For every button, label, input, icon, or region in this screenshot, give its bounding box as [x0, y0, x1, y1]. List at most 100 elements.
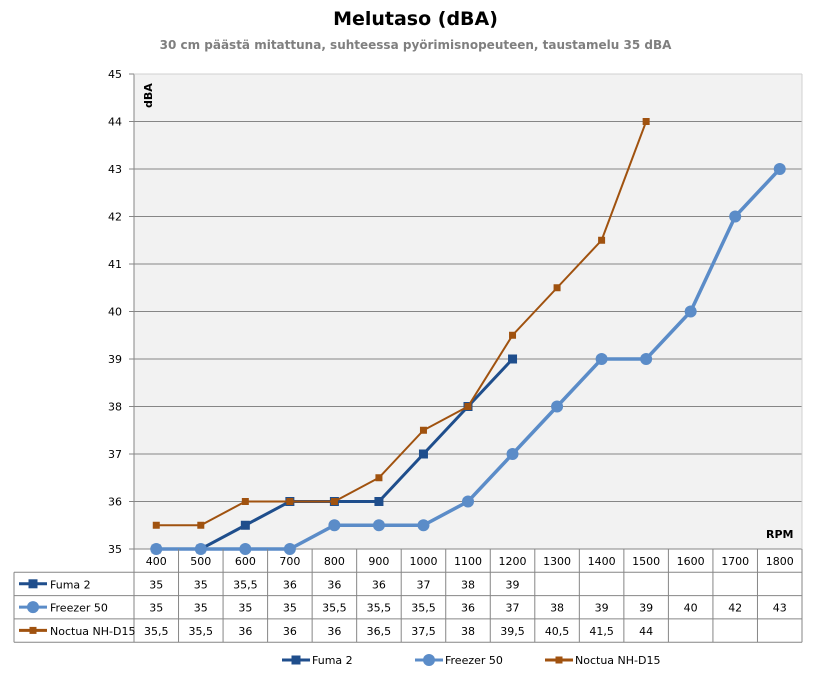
table-cell: 36 [372, 578, 386, 591]
data-point [462, 495, 474, 508]
legend-item: Fuma 2 [282, 654, 353, 667]
table-header-cell: 600 [235, 555, 256, 568]
y-tick-label: 37 [108, 448, 122, 461]
table-header-cell: 700 [279, 555, 300, 568]
table-cell: 35 [149, 602, 163, 615]
y-tick-label: 40 [108, 306, 122, 319]
legend-label: Noctua NH-D15 [575, 654, 660, 667]
table-cell: 37 [506, 602, 520, 615]
table-cell: 39 [595, 602, 609, 615]
table-cell: 35 [149, 578, 163, 591]
legend-item: Freezer 50 [415, 654, 503, 667]
data-point [684, 305, 697, 318]
table-cell: 38 [550, 602, 564, 615]
table-header-cell: 800 [324, 555, 345, 568]
table-cell: 40,5 [545, 625, 570, 638]
table-header-cell: 1500 [632, 555, 660, 568]
y-tick-label: 41 [108, 258, 122, 271]
data-point [417, 519, 430, 532]
data-point [374, 497, 384, 506]
chart-subtitle: 30 cm päästä mitattuna, suhteessa pyörim… [159, 38, 672, 52]
table-header-cell: 1600 [677, 555, 705, 568]
data-point [773, 163, 786, 175]
data-point [506, 448, 519, 460]
table-cell: 35 [194, 602, 208, 615]
table-header-cell: 900 [368, 555, 389, 568]
data-point [375, 474, 383, 482]
legend-key-marker [423, 654, 435, 666]
table-cell: 36 [283, 578, 297, 591]
data-point [328, 519, 341, 532]
data-point [194, 543, 207, 555]
data-point [509, 331, 517, 339]
legend-key-marker [28, 579, 38, 589]
y-tick-label: 42 [108, 211, 122, 224]
table-cell: 39 [639, 602, 653, 615]
legend-key-marker [291, 655, 301, 665]
y-tick-label: 36 [108, 496, 122, 509]
y-tick-label: 38 [108, 401, 122, 414]
table-header-cell: 500 [190, 555, 211, 568]
legend-label: Fuma 2 [312, 654, 353, 667]
legend-key-marker [27, 601, 39, 614]
data-point [551, 400, 564, 413]
table-row-label: Noctua NH-D15 [50, 625, 135, 638]
table-cell: 35 [283, 602, 297, 615]
data-point [640, 353, 653, 365]
data-point [553, 284, 561, 292]
table-cell: 35,5 [322, 602, 347, 615]
data-point [598, 236, 606, 244]
legend-key-marker [29, 626, 37, 634]
data-table: 400 500 600 700 800 900 1000 1100 1200 1300 1400 15… [13, 549, 803, 643]
table-cell: 35,5 [367, 602, 392, 615]
table-legend-key [19, 626, 47, 634]
legend: Fuma 2 Freezer 50 Noctua NH-D15 [282, 654, 660, 667]
series-layer [150, 118, 786, 555]
table-cell: 36 [327, 578, 341, 591]
table-header-cell: 1300 [543, 555, 571, 568]
table-cell: 44 [639, 625, 653, 638]
data-point [372, 519, 385, 532]
table-cell: 35 [194, 578, 208, 591]
data-point [508, 354, 518, 364]
table-cell: 36 [327, 625, 341, 638]
table-cell: 36,5 [367, 625, 392, 638]
data-point [419, 426, 427, 434]
table-cell: 35,5 [189, 625, 214, 638]
data-point [241, 498, 249, 505]
table-cell: 37 [416, 578, 430, 591]
data-point [283, 543, 296, 555]
table-cell: 35 [238, 602, 252, 615]
table-header-cell: 1100 [454, 555, 482, 568]
x-axis-label: RPM [766, 528, 793, 541]
data-point [286, 498, 294, 505]
y-axis: 35 36 37 38 39 40 41 42 43 44 45 [108, 68, 803, 556]
data-point [330, 498, 338, 505]
table-header-cell: 1400 [588, 555, 616, 568]
table-cell: 41,5 [589, 625, 614, 638]
table-header-cell: 1700 [721, 555, 749, 568]
table-row-label: Fuma 2 [50, 578, 91, 591]
table-cell: 43 [773, 602, 787, 615]
table-cell: 35,5 [144, 625, 169, 638]
table-cell: 42 [728, 602, 742, 615]
table-cell: 40 [684, 602, 698, 615]
data-point [418, 449, 428, 459]
y-tick-label: 35 [108, 543, 122, 556]
table-legend-key [19, 579, 47, 589]
y-tick-label: 39 [108, 353, 122, 366]
series-noctua-nh-d15 [152, 118, 650, 529]
series-line [156, 121, 648, 527]
table-cell: 36 [461, 602, 475, 615]
data-point [729, 210, 742, 223]
data-point [239, 543, 252, 555]
data-point [197, 521, 205, 529]
legend-item: Noctua NH-D15 [545, 654, 660, 667]
data-point [240, 520, 250, 530]
table-header-cell: 1800 [766, 555, 794, 568]
table-header-cell: 1000 [409, 555, 437, 568]
y-tick-label: 43 [108, 163, 122, 176]
table-cell: 39 [506, 578, 520, 591]
table-cell: 35,5 [233, 578, 258, 591]
